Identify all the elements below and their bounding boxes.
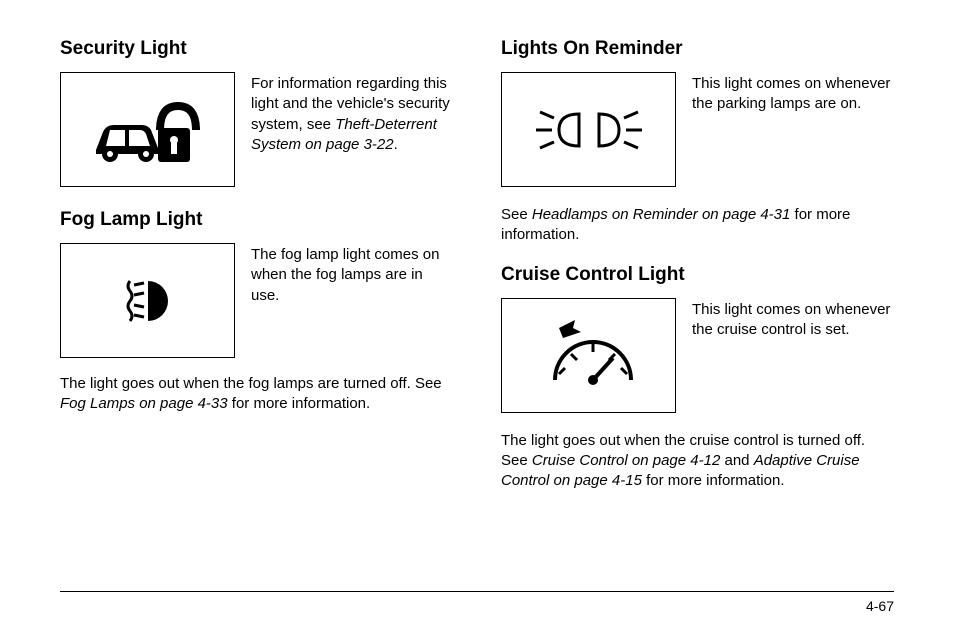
page-number: 4-67: [866, 598, 894, 614]
fog-lamp-icon-box: [60, 243, 235, 358]
lights-on-icon-box: [501, 72, 676, 187]
fog-below-suffix: for more information.: [228, 395, 371, 412]
security-light-row: For information regarding this light and…: [60, 72, 453, 187]
cruise-below-suffix: for more information.: [642, 472, 785, 489]
cruise-control-row: This light comes on whenever the cruise …: [501, 298, 894, 413]
cruise-control-side-text: This light comes on whenever the cruise …: [692, 298, 894, 413]
security-light-heading: Security Light: [60, 38, 453, 60]
fog-below-italic: Fog Lamps on page 4-33: [60, 395, 228, 412]
lights-on-heading: Lights On Reminder: [501, 38, 894, 60]
fog-lamp-icon: [108, 271, 188, 331]
security-light-text: For information regarding this light and…: [251, 72, 453, 187]
lights-on-icon: [524, 100, 654, 160]
security-light-icon-box: [60, 72, 235, 187]
cruise-control-icon-box: [501, 298, 676, 413]
fog-lamp-side-text: The fog lamp light comes on when the fog…: [251, 243, 453, 358]
page-footer: 4-67: [60, 591, 894, 614]
security-side-suffix: .: [394, 136, 398, 153]
fog-lamp-row: The fog lamp light comes on when the fog…: [60, 243, 453, 358]
lights-on-side-text: This light comes on whenever the parking…: [692, 72, 894, 187]
lights-on-row: This light comes on whenever the parking…: [501, 72, 894, 187]
right-column: Lights On Reminder This light comes on w…: [501, 38, 894, 509]
lightson-below-prefix: See: [501, 206, 532, 223]
cruise-control-below-text: The light goes out when the cruise contr…: [501, 431, 894, 492]
fog-lamp-below-text: The light goes out when the fog lamps ar…: [60, 374, 453, 415]
fog-lamp-heading: Fog Lamp Light: [60, 209, 453, 231]
lights-on-below-text: See Headlamps on Reminder on page 4-31 f…: [501, 205, 894, 246]
cruise-control-heading: Cruise Control Light: [501, 264, 894, 286]
lightson-below-italic: Headlamps on Reminder on page 4-31: [532, 206, 791, 223]
security-light-icon: [88, 90, 208, 170]
cruise-below-mid: and: [720, 452, 753, 469]
fog-below-prefix: The light goes out when the fog lamps ar…: [60, 375, 442, 392]
cruise-control-icon: [529, 310, 649, 400]
left-column: Security Light: [60, 38, 453, 509]
cruise-below-italic1: Cruise Control on page 4-12: [532, 452, 720, 469]
